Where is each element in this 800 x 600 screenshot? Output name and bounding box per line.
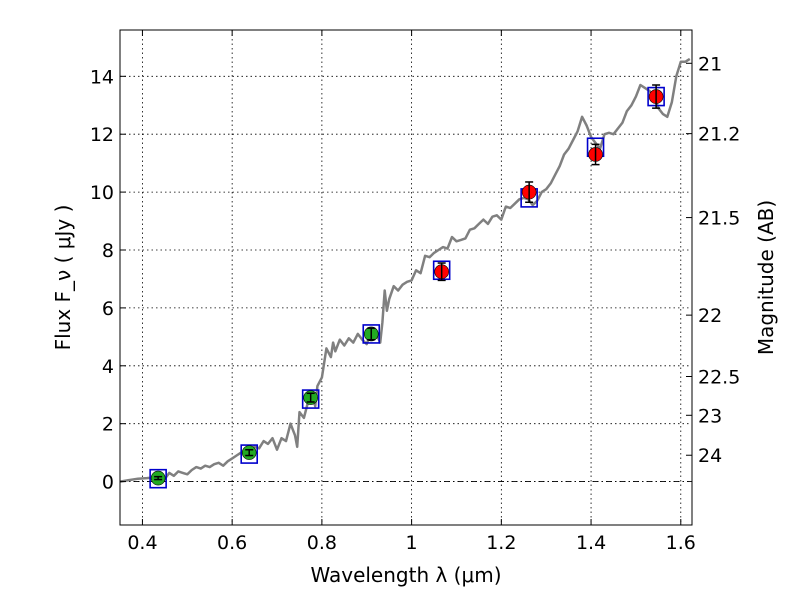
right-tick-label: 21.5	[698, 208, 740, 230]
right-tick-label: 22	[698, 305, 722, 327]
model-band-square	[240, 444, 259, 464]
y-tick-label: 12	[90, 124, 114, 146]
x-tick-label: 1.6	[666, 532, 696, 554]
y-axis-label: Flux F_ν ( μJy )	[51, 205, 75, 351]
model-spectrum-line	[119, 57, 691, 483]
right-axis-label: Magnitude (AB)	[754, 200, 778, 355]
y-tick-label: 8	[102, 240, 114, 262]
y-tick-label: 4	[102, 356, 114, 378]
y-tick-label: 2	[102, 414, 114, 436]
model-band-square	[362, 324, 381, 344]
x-axis-label: Wavelength λ (μm)	[310, 563, 501, 587]
right-tick-label: 22.5	[698, 367, 740, 389]
y-tick-label: 0	[102, 472, 114, 494]
model-band-markers	[149, 86, 665, 489]
x-tick-label: 0.4	[127, 532, 157, 554]
grid	[120, 30, 692, 525]
x-tick-label: 0.8	[307, 532, 337, 554]
x-tick-label: 1	[406, 532, 418, 554]
model-band-square	[301, 389, 320, 409]
x-tick-label: 0.6	[217, 532, 247, 554]
model-band-square	[149, 468, 167, 489]
axis-ticks: 0.4 0.6 0.8 1 1.2 1.4 1.6024681012142121.221.5…	[90, 30, 740, 554]
y-tick-label: 10	[90, 182, 114, 204]
y-tick-label: 6	[102, 298, 114, 320]
plot-frame	[119, 29, 693, 526]
right-tick-label: 24	[698, 445, 722, 467]
right-tick-label: 21	[698, 53, 722, 75]
x-tick-label: 1.2	[486, 532, 516, 554]
right-tick-label: 21.2	[698, 124, 740, 146]
x-tick-label: 1.4	[576, 532, 606, 554]
right-tick-label: 23	[698, 405, 722, 427]
y-tick-label: 14	[90, 66, 114, 88]
photometry-points	[150, 84, 664, 486]
model-spectrum	[119, 57, 691, 483]
